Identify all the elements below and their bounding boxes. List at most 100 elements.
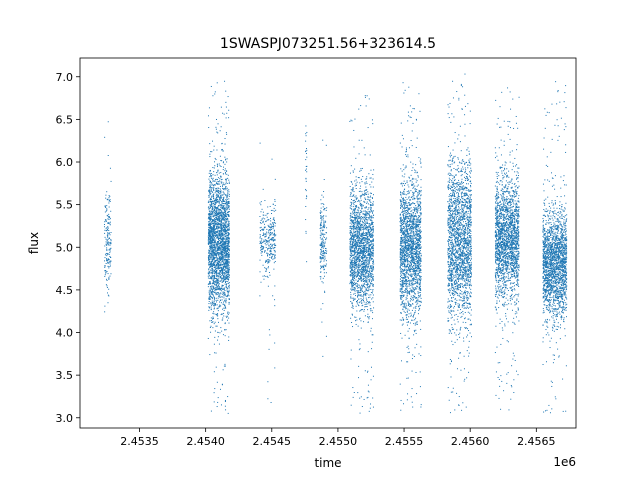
data-point [222, 173, 224, 175]
data-point [216, 266, 218, 268]
data-point [356, 267, 358, 269]
data-point [222, 296, 224, 298]
data-point [356, 237, 358, 239]
data-point [216, 246, 218, 248]
data-point [259, 216, 261, 217]
data-point [224, 184, 226, 186]
data-point [107, 235, 109, 237]
data-point [219, 388, 221, 390]
data-point [362, 299, 364, 301]
data-point [373, 169, 375, 171]
data-point [326, 207, 328, 209]
data-point [271, 239, 273, 241]
data-point [325, 250, 327, 252]
data-point [354, 245, 356, 247]
data-point [367, 191, 369, 193]
data-point [225, 255, 227, 257]
data-point [221, 383, 223, 385]
data-point [210, 249, 212, 251]
data-point [354, 250, 356, 252]
data-point [208, 307, 210, 309]
data-point [109, 244, 111, 246]
data-point [209, 326, 211, 328]
data-point [226, 208, 228, 210]
data-point [212, 261, 214, 263]
data-point [219, 245, 221, 247]
data-point [227, 232, 229, 234]
data-point [358, 207, 360, 209]
data-point [210, 291, 212, 293]
data-point [214, 214, 216, 216]
data-point [223, 262, 225, 264]
data-point [354, 168, 356, 170]
data-point [225, 253, 227, 255]
data-point [359, 216, 361, 218]
data-point [216, 225, 218, 227]
data-point [306, 131, 308, 133]
data-point [321, 229, 323, 231]
data-point [212, 242, 214, 244]
data-point [305, 153, 307, 155]
data-point [209, 170, 211, 171]
data-point [216, 201, 218, 203]
data-point [107, 198, 109, 200]
data-point [359, 244, 361, 246]
data-point [226, 277, 228, 279]
data-point [368, 302, 370, 303]
data-point [109, 250, 111, 252]
data-point [357, 271, 359, 273]
data-point [208, 271, 210, 273]
data-point [367, 390, 369, 392]
data-point [220, 404, 222, 406]
data-point [370, 234, 372, 236]
data-point [370, 366, 372, 368]
data-point [107, 229, 109, 231]
data-point [365, 227, 367, 229]
data-point [109, 232, 111, 234]
data-point [356, 286, 358, 288]
data-point [265, 240, 267, 242]
data-point [104, 236, 106, 238]
data-point [220, 262, 222, 264]
data-point [209, 288, 211, 290]
data-point [227, 211, 229, 213]
data-point [224, 264, 226, 266]
data-point [215, 256, 217, 258]
data-point [212, 244, 214, 246]
data-point [225, 232, 227, 234]
data-point [360, 257, 362, 259]
data-point [217, 267, 219, 269]
data-point [370, 282, 372, 284]
data-point [108, 262, 110, 264]
data-point [225, 252, 227, 254]
data-point [363, 259, 365, 261]
data-point [208, 242, 210, 244]
data-point [266, 275, 268, 277]
data-point [274, 178, 276, 180]
data-point [220, 215, 222, 217]
data-point [354, 209, 356, 211]
data-point [220, 221, 222, 223]
data-point [269, 226, 271, 228]
data-point [354, 273, 356, 275]
data-point [364, 253, 366, 255]
data-point [274, 256, 276, 258]
data-point [219, 217, 221, 219]
data-point [225, 315, 227, 317]
data-point [357, 274, 359, 276]
data-point [228, 258, 230, 260]
data-point [218, 285, 220, 287]
data-point [215, 179, 217, 181]
data-point [212, 247, 214, 249]
data-point [362, 220, 364, 222]
data-point [357, 287, 359, 289]
data-point [218, 234, 220, 236]
data-point [222, 200, 224, 202]
data-point [211, 232, 213, 234]
data-point [266, 241, 268, 243]
data-point [306, 165, 308, 167]
data-point [223, 200, 225, 202]
data-point [321, 243, 323, 245]
data-point [208, 254, 210, 256]
data-point [366, 211, 368, 213]
